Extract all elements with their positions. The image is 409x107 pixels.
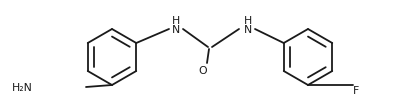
Text: H: H: [171, 16, 180, 26]
Text: H₂N: H₂N: [11, 83, 32, 93]
Text: H: H: [243, 16, 252, 26]
Text: N: N: [243, 25, 252, 35]
Text: N: N: [171, 25, 180, 35]
Text: F: F: [352, 86, 358, 96]
Text: O: O: [198, 66, 207, 76]
